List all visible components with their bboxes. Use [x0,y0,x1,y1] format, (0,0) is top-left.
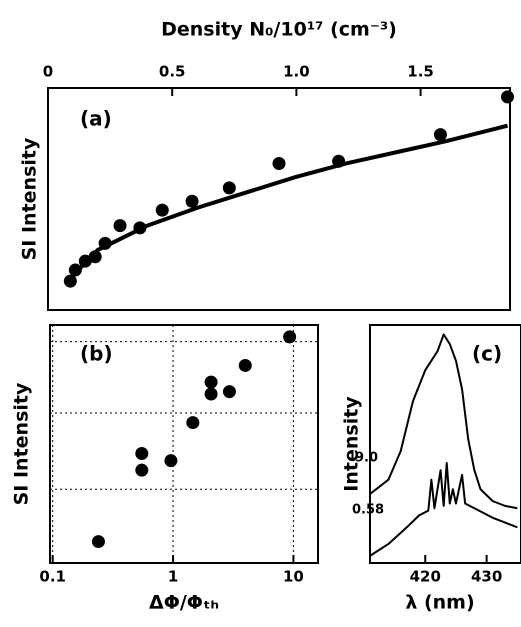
data-point [222,385,236,399]
data-point [501,90,515,104]
data-point [155,203,169,217]
y-axis-label: SI Intensity [19,137,41,260]
data-point [185,194,199,208]
x-tick-label: 1 [168,568,178,586]
panel-label: (c) [472,342,502,366]
data-point [186,416,200,430]
data-point [283,330,297,344]
x-tick-label: 430 [471,568,502,586]
x-tick-label: 1.0 [283,63,310,81]
series-label: 9.0 [355,451,378,466]
data-point [204,387,218,401]
x-tick-label: 1.5 [407,63,434,81]
data-line [369,462,518,557]
x-tick-label: 0.1 [39,568,66,586]
x-axis-label: λ (nm) [405,592,474,614]
data-point [135,447,149,461]
data-point [164,454,178,468]
series-label: 0.58 [352,503,384,518]
data-point [113,219,127,233]
y-axis-label: SI Intensity [11,382,33,505]
panel-label: (b) [80,342,113,366]
x-axis-label: ΔΦ/Φₜₕ [149,592,219,614]
data-line [63,123,509,285]
y-axis-label: Intensity [341,396,363,492]
x-tick-label: 10 [283,568,304,586]
panel-label: (a) [80,107,112,131]
plot-frame [47,87,511,311]
data-point [222,181,236,195]
data-point [238,358,252,372]
x-axis-label: Density N₀/10¹⁷ (cm⁻³) [161,19,397,41]
data-point [68,263,82,277]
data-point [272,156,286,170]
plot-frame [49,324,319,564]
data-point [433,128,447,142]
data-point [204,375,218,389]
x-tick-label: 0 [43,63,53,81]
data-line [369,333,518,510]
plot-frame [369,324,521,564]
data-point [135,463,149,477]
x-tick-label: 420 [410,568,441,586]
data-point [91,535,105,549]
x-tick-label: 0.5 [159,63,186,81]
